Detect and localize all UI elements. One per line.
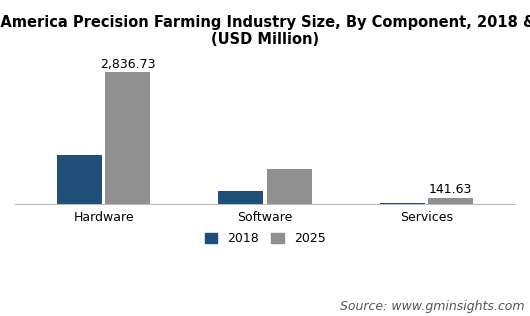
Bar: [218, 191, 263, 204]
Bar: [428, 198, 473, 204]
Legend: 2018, 2025: 2018, 2025: [205, 232, 325, 246]
Bar: [105, 72, 151, 204]
Bar: [57, 155, 102, 204]
Title: North America Precision Farming Industry Size, By Component, 2018 & 2025
(USD Mi: North America Precision Farming Industry…: [0, 15, 530, 47]
Bar: [267, 169, 312, 204]
Text: Source: www.gminsights.com: Source: www.gminsights.com: [340, 300, 525, 313]
Bar: [379, 203, 425, 204]
Text: 2,836.73: 2,836.73: [100, 58, 156, 71]
Text: 141.63: 141.63: [429, 183, 472, 196]
